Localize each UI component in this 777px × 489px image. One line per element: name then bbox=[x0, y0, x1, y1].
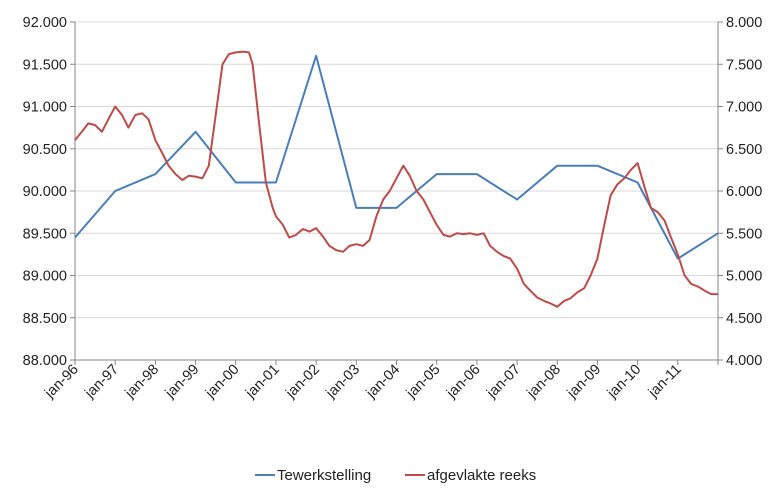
right-tick-label: 5.500 bbox=[726, 226, 762, 242]
x-tick-label: jan-00 bbox=[202, 362, 243, 403]
x-tick-label: jan-97 bbox=[81, 362, 122, 403]
x-tick-label: jan-03 bbox=[323, 362, 364, 403]
x-tick-label: jan-04 bbox=[363, 362, 404, 403]
x-tick-label: jan-06 bbox=[443, 362, 484, 403]
right-tick-label: 7.000 bbox=[726, 100, 762, 116]
right-tick-label: 4.000 bbox=[726, 353, 762, 369]
gridlines bbox=[75, 21, 718, 319]
x-tick-label: jan-01 bbox=[242, 362, 283, 403]
x-tick-label: jan-10 bbox=[604, 362, 645, 403]
left-tick-label: 89.000 bbox=[23, 269, 67, 285]
x-tick-label: jan-08 bbox=[524, 362, 565, 403]
left-tick-label: 91.000 bbox=[23, 100, 67, 116]
x-tick-label: jan-99 bbox=[162, 362, 203, 403]
x-tick-label: jan-09 bbox=[564, 362, 605, 403]
right-tick-label: 5.000 bbox=[726, 269, 762, 285]
series-line bbox=[74, 54, 719, 260]
left-tick-label: 88.000 bbox=[23, 353, 67, 369]
left-tick-label: 90.000 bbox=[23, 184, 67, 200]
x-tick-label: jan-05 bbox=[403, 362, 444, 403]
series-lines bbox=[74, 50, 719, 308]
legend-label: Tewerkstelling bbox=[277, 467, 371, 484]
x-tick-label: jan-02 bbox=[282, 362, 323, 403]
legend: Tewerkstelling afgevlakte reeks bbox=[255, 467, 536, 484]
right-tick-label: 8.000 bbox=[726, 15, 762, 31]
left-tick-label: 89.500 bbox=[23, 226, 67, 242]
left-tick-label: 88.500 bbox=[23, 311, 67, 327]
legend-label: afgevlakte reeks bbox=[427, 467, 536, 484]
left-tick-label: 91.500 bbox=[23, 57, 67, 73]
x-tick-label: jan-11 bbox=[645, 362, 685, 402]
right-tick-label: 6.500 bbox=[726, 142, 762, 158]
x-tick-label: jan-98 bbox=[122, 362, 163, 403]
left-y-axis-ticks: 88.000 88.500 89.000 89.500 90.000 90.500 91.0… bbox=[23, 15, 75, 369]
right-y-axis-ticks: 4.000 4.500 5.000 5.500 6.000 6.500 7.000 7.500… bbox=[718, 15, 762, 369]
left-tick-label: 92.000 bbox=[23, 15, 67, 31]
right-tick-label: 7.500 bbox=[726, 57, 762, 73]
x-tick-label: jan-07 bbox=[483, 362, 524, 403]
series-line bbox=[74, 50, 718, 308]
right-tick-label: 6.000 bbox=[726, 184, 762, 200]
right-tick-label: 4.500 bbox=[726, 311, 762, 327]
x-axis-ticks: jan-96 jan-97 jan-98 jan-99 jan-00 jan-01 jan-… bbox=[41, 360, 719, 403]
left-tick-label: 90.500 bbox=[23, 142, 67, 158]
